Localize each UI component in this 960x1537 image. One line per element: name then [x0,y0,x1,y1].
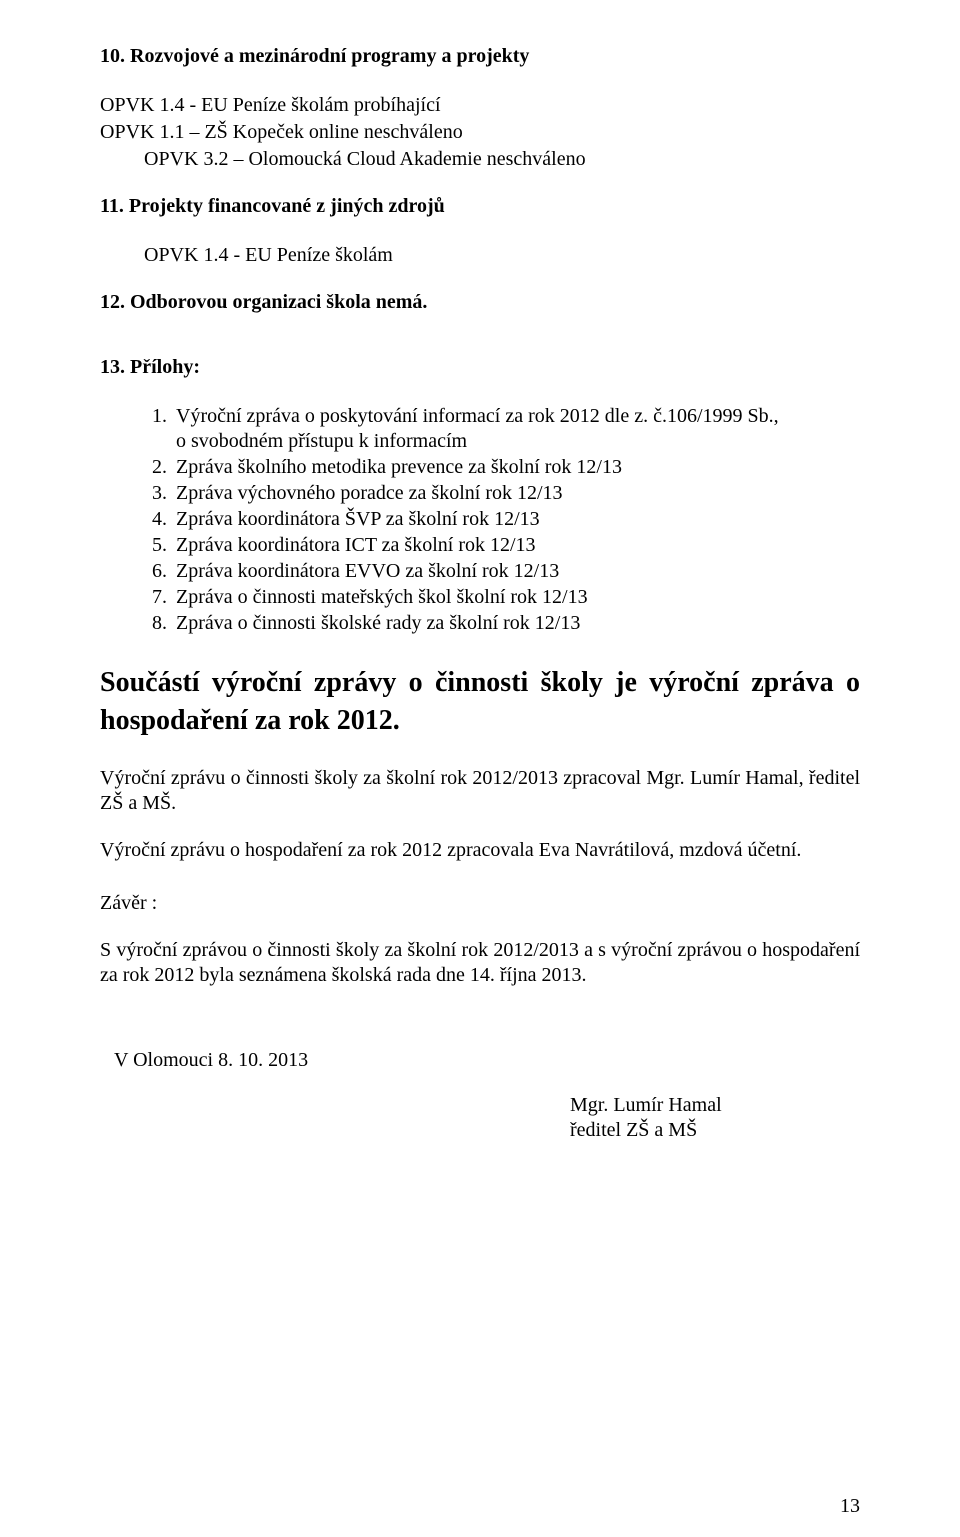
section-11-heading: 11. Projekty financované z jiných zdrojů [100,194,860,219]
attachments-list: Výroční zpráva o poskytování informací z… [100,404,860,636]
conclusion-text: S výroční zprávou o činnosti školy za šk… [100,938,860,988]
signature-title: ředitel ZŠ a MŠ [570,1118,860,1143]
list-item: Zpráva koordinátora EVVO za školní rok 1… [172,559,860,584]
author-paragraph-2: Výroční zprávu o hospodaření za rok 2012… [100,838,860,863]
list-item-text: Zpráva koordinátora EVVO za školní rok 1… [176,560,559,582]
section-12-heading: 12. Odborovou organizaci škola nemá. [100,290,860,315]
section-10-line-3: OPVK 3.2 – Olomoucká Cloud Akademie nesc… [144,147,860,172]
list-item: Zpráva koordinátora ICT za školní rok 12… [172,533,860,558]
section-10-heading: 10. Rozvojové a mezinárodní programy a p… [100,44,860,69]
section-11-line: OPVK 1.4 - EU Peníze školám [144,243,860,268]
place-date: V Olomouci 8. 10. 2013 [114,1048,860,1073]
list-item: Zpráva školního metodika prevence za ško… [172,455,860,480]
list-item-text: Zpráva koordinátora ŠVP za školní rok 12… [176,508,540,530]
list-item: Zpráva o činnosti mateřských škol školní… [172,585,860,610]
list-item: Zpráva koordinátora ŠVP za školní rok 12… [172,507,860,532]
page-number: 13 [840,1494,860,1519]
list-item: Zpráva o činnosti školské rady za školní… [172,611,860,636]
signature-name: Mgr. Lumír Hamal [570,1093,860,1118]
list-item-text: Zpráva o činnosti školské rady za školní… [176,612,580,634]
signature-block: Mgr. Lumír Hamal ředitel ZŠ a MŠ [570,1093,860,1143]
list-item: Zpráva výchovného poradce za školní rok … [172,481,860,506]
section-10-line-2: OPVK 1.1 – ZŠ Kopeček online neschváleno [100,120,860,145]
summary-statement: Součástí výroční zprávy o činnosti školy… [100,664,860,740]
list-item-text: Zpráva koordinátora ICT za školní rok 12… [176,534,536,556]
list-item-sub: o svobodném přístupu k informacím [176,429,860,454]
list-item: Výroční zpráva o poskytování informací z… [172,404,860,454]
list-item-text: Zpráva výchovného poradce za školní rok … [176,482,563,504]
conclusion-label: Závěr : [100,891,860,916]
section-10-line-1: OPVK 1.4 - EU Peníze školám probíhající [100,93,860,118]
document-page: 10. Rozvojové a mezinárodní programy a p… [0,0,960,1537]
section-13-heading: 13. Přílohy: [100,355,860,380]
list-item-text: Zpráva školního metodika prevence za ško… [176,456,622,478]
list-item-text: Výroční zpráva o poskytování informací z… [176,405,779,427]
list-item-text: Zpráva o činnosti mateřských škol školní… [176,586,588,608]
author-paragraph-1: Výroční zprávu o činnosti školy za školn… [100,766,860,816]
